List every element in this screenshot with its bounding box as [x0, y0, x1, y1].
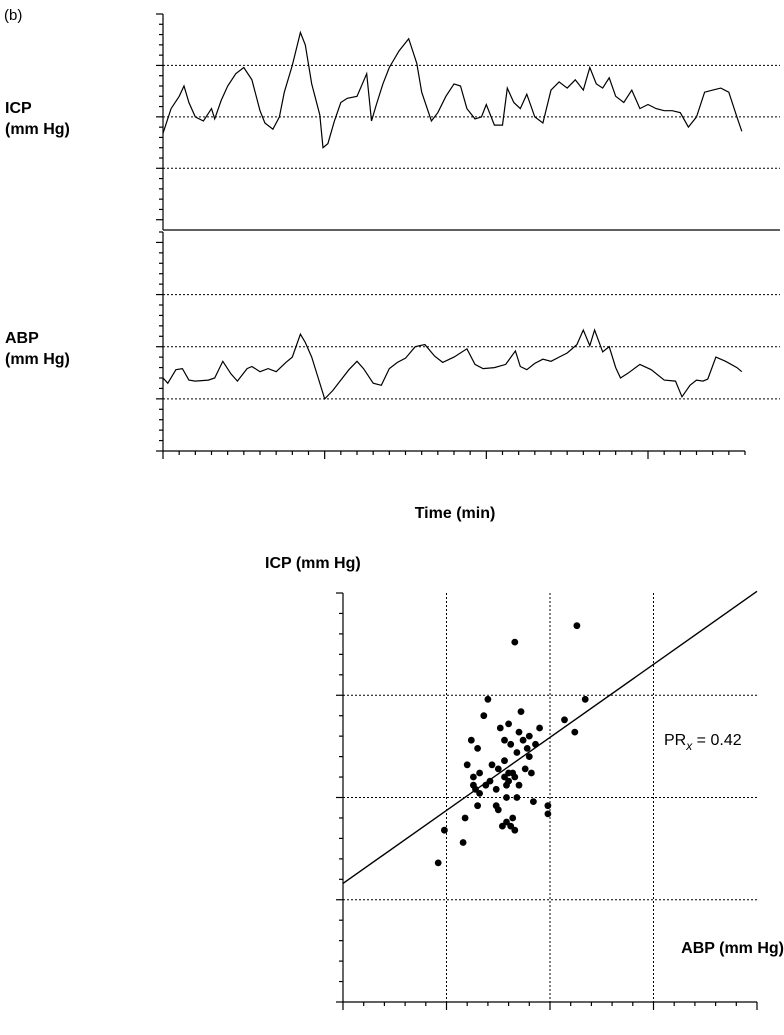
scatter-point: [507, 740, 515, 748]
scatter-point: [528, 769, 535, 777]
scatter-point: [513, 794, 521, 801]
scatter-ylabel: ICP (mm Hg): [265, 555, 361, 572]
scatter-point: [461, 814, 469, 822]
scatter-point: [511, 826, 519, 834]
scatter-point: [488, 761, 496, 769]
scatter-point: [544, 802, 552, 810]
scatter-point: [544, 810, 552, 818]
scatter-point: [515, 781, 523, 789]
scatter-point: [519, 736, 527, 744]
scatter-point: [494, 765, 502, 773]
scatter-point: [486, 777, 494, 785]
scatter-point: [505, 777, 512, 785]
scatter-point: [525, 732, 533, 740]
scatter-point: [470, 773, 477, 781]
scatter-point: [521, 765, 529, 773]
abp-time-series-chart: ABP (mm Hg) Time (min): [5, 231, 780, 522]
regression-line: [342, 590, 758, 884]
scatter-point: [571, 728, 579, 736]
scatter-point: [434, 859, 442, 867]
scatter-point: [501, 736, 508, 744]
icp-time-series-chart: ICP (mm Hg): [5, 13, 780, 230]
scatter-point: [474, 802, 481, 810]
scatter-point: [467, 736, 475, 744]
scatter-point: [459, 839, 467, 846]
scatter-point: [523, 745, 531, 752]
scatter-point: [530, 798, 537, 805]
panel-label: (b): [4, 7, 22, 24]
scatter-point: [511, 773, 519, 781]
scatter-point: [480, 712, 488, 720]
scatter-point: [581, 695, 589, 703]
abp-ylabel-line1: ABP: [5, 330, 39, 347]
scatter-point: [536, 724, 543, 732]
scatter-point: [525, 753, 533, 760]
scatter-point: [503, 794, 510, 801]
scatter-point: [441, 826, 448, 834]
scatter-point: [482, 781, 490, 789]
scatter-point: [474, 745, 481, 752]
scatter-point: [501, 757, 508, 765]
scatter-point: [463, 761, 471, 769]
icp-ylabel-line2: (mm Hg): [5, 121, 70, 138]
scatter-xlabel: ABP (mm Hg): [681, 940, 784, 957]
scatter-point: [532, 740, 539, 748]
icp-trace-line: [162, 30, 743, 149]
time-xlabel: Time (min): [415, 505, 496, 522]
abp-trace-line: [162, 328, 743, 401]
scatter-point: [561, 716, 568, 724]
scatter-point: [492, 785, 500, 793]
scatter-point: [573, 622, 581, 630]
scatter-point: [496, 724, 504, 732]
scatter-point: [513, 749, 521, 756]
prx-annotation: PRx = 0.42: [664, 732, 742, 753]
scatter-point: [476, 790, 483, 797]
abp-ylabel-line2: (mm Hg): [5, 351, 70, 368]
icp-ylabel-line1: ICP: [5, 100, 32, 117]
scatter-point: [505, 720, 512, 728]
scatter-point: [517, 708, 525, 715]
scatter-point: [509, 814, 517, 822]
scatter-point: [503, 818, 510, 826]
scatter-point: [511, 638, 519, 646]
scatter-point: [476, 769, 483, 777]
scatter-point: [494, 806, 502, 814]
scatter-point: [484, 695, 492, 703]
scatter-point: [515, 728, 523, 736]
icp-vs-abp-scatter-chart: ICP (mm Hg) ABP (mm Hg) PRx = 0.42: [265, 555, 784, 1010]
